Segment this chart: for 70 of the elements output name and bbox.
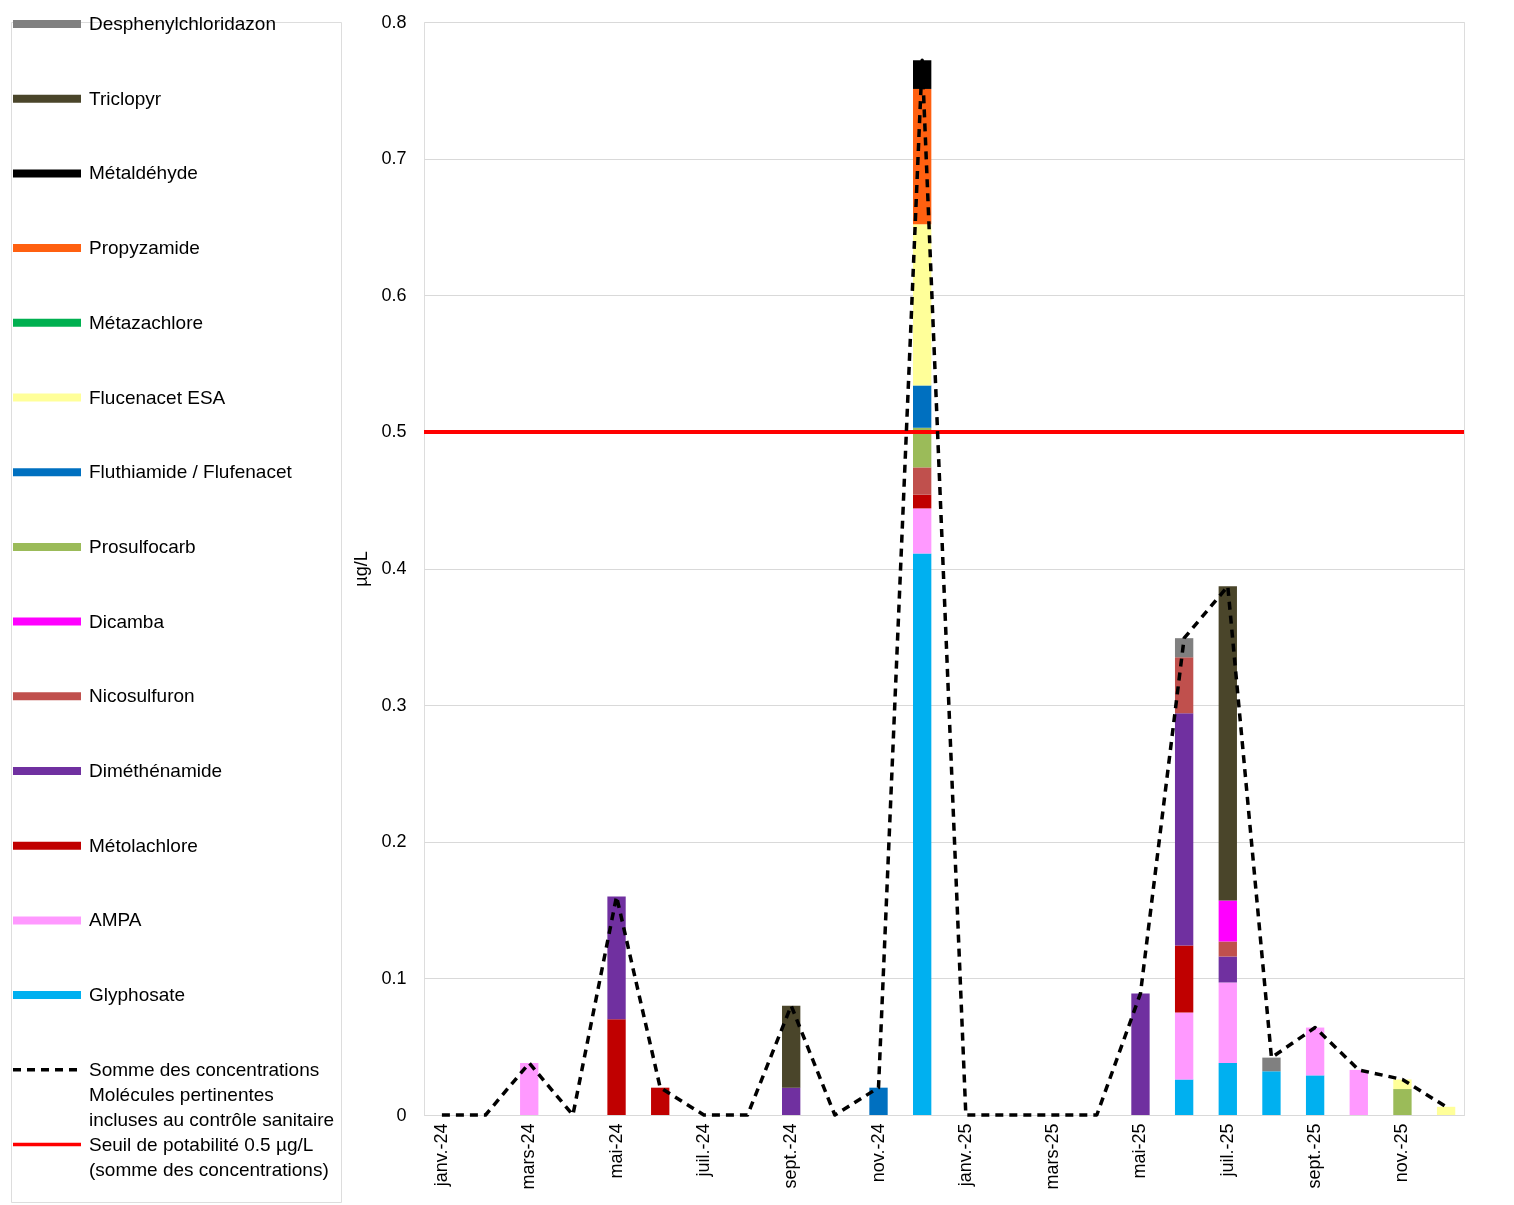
x-tick-label: mars-24 xyxy=(518,1123,539,1190)
bar xyxy=(520,1063,539,1115)
x-tick-label: janv.-25 xyxy=(954,1123,975,1188)
y-axis-title: µg/L xyxy=(351,551,372,587)
legend-label: Diméthénamide xyxy=(89,760,223,781)
x-tick-label: janv.-24 xyxy=(430,1123,451,1188)
bar xyxy=(1218,956,1237,983)
bar xyxy=(913,224,932,386)
legend-label: Dicamba xyxy=(89,610,165,632)
y-tick-label: 0.6 xyxy=(381,284,407,305)
bar xyxy=(1174,945,1194,1013)
legend-label: Flucenacet ESA xyxy=(89,386,226,408)
x-tick-label: nov.-24 xyxy=(867,1123,888,1183)
x-tick-label: nov.-25 xyxy=(1391,1123,1412,1183)
bar xyxy=(1218,941,1237,957)
bar xyxy=(607,1019,626,1115)
bar xyxy=(869,1087,888,1115)
bar xyxy=(1174,1079,1194,1115)
legend-label: Prosulfocarb xyxy=(89,535,196,557)
bar xyxy=(913,385,932,428)
bar xyxy=(913,553,932,1115)
bar xyxy=(607,896,626,1020)
x-tick-label: sept.-25 xyxy=(1304,1123,1325,1189)
bar xyxy=(1218,586,1237,901)
y-tick-label: 0.1 xyxy=(381,967,407,988)
y-tick-label: 0.3 xyxy=(381,694,407,715)
legend-label: Desphenylchloridazon xyxy=(89,13,276,34)
legend-label: Glyphosate xyxy=(89,984,186,1006)
bar xyxy=(1262,1057,1281,1072)
y-tick-label: 0.7 xyxy=(381,148,407,169)
x-tick-label: juil.-24 xyxy=(692,1123,713,1178)
legend-label: Propyzamide xyxy=(89,237,200,259)
legend-label: Métolachlore xyxy=(89,834,198,856)
y-tick-label: 0.2 xyxy=(381,831,407,852)
y-tick-label: 0.4 xyxy=(381,558,407,578)
x-tick-label: mai-25 xyxy=(1129,1123,1150,1179)
bar xyxy=(913,467,932,495)
y-tick-label: 0.5 xyxy=(381,421,407,442)
bar xyxy=(1131,993,1150,1115)
x-tick-label: mars-25 xyxy=(1042,1123,1063,1190)
bar xyxy=(1262,1071,1281,1115)
legend-label: AMPA xyxy=(89,909,142,931)
bar xyxy=(1436,1106,1456,1115)
x-tick-label: juil.-25 xyxy=(1216,1123,1237,1178)
bar xyxy=(913,494,932,509)
legend-label: Triclopyr xyxy=(89,87,162,109)
legend-label: Fluthiamide / Flufenacet xyxy=(89,461,293,483)
bar xyxy=(1174,1012,1194,1080)
legend-label: Nicosulfuron xyxy=(89,685,195,707)
bar xyxy=(782,1005,801,1088)
bar xyxy=(1218,982,1237,1064)
bar xyxy=(1218,900,1237,942)
bar xyxy=(1305,1075,1325,1115)
bar xyxy=(782,1087,801,1115)
legend-label: Métazachlore xyxy=(89,311,204,333)
bar xyxy=(1349,1069,1368,1115)
legend-label: Somme des concentrations Molécules pertinentes incluses au contrôle sanitaire xyxy=(89,1058,335,1130)
legend-label: Métaldéhyde xyxy=(89,162,198,184)
line-series xyxy=(440,58,1448,1117)
y-tick-label: 0 xyxy=(396,1104,407,1125)
bar xyxy=(913,508,932,554)
x-tick-label: mai-24 xyxy=(605,1123,626,1179)
bar xyxy=(1305,1027,1325,1076)
bar xyxy=(1218,1063,1237,1115)
bar xyxy=(1393,1089,1412,1115)
y-tick-label: 0.8 xyxy=(381,11,407,32)
x-tick-label: sept.-24 xyxy=(780,1123,801,1189)
bar xyxy=(651,1087,670,1115)
bar xyxy=(1174,713,1194,946)
legend-label: Seuil de potabilité 0.5 µg/L (somme des concentrations) xyxy=(89,1133,329,1180)
